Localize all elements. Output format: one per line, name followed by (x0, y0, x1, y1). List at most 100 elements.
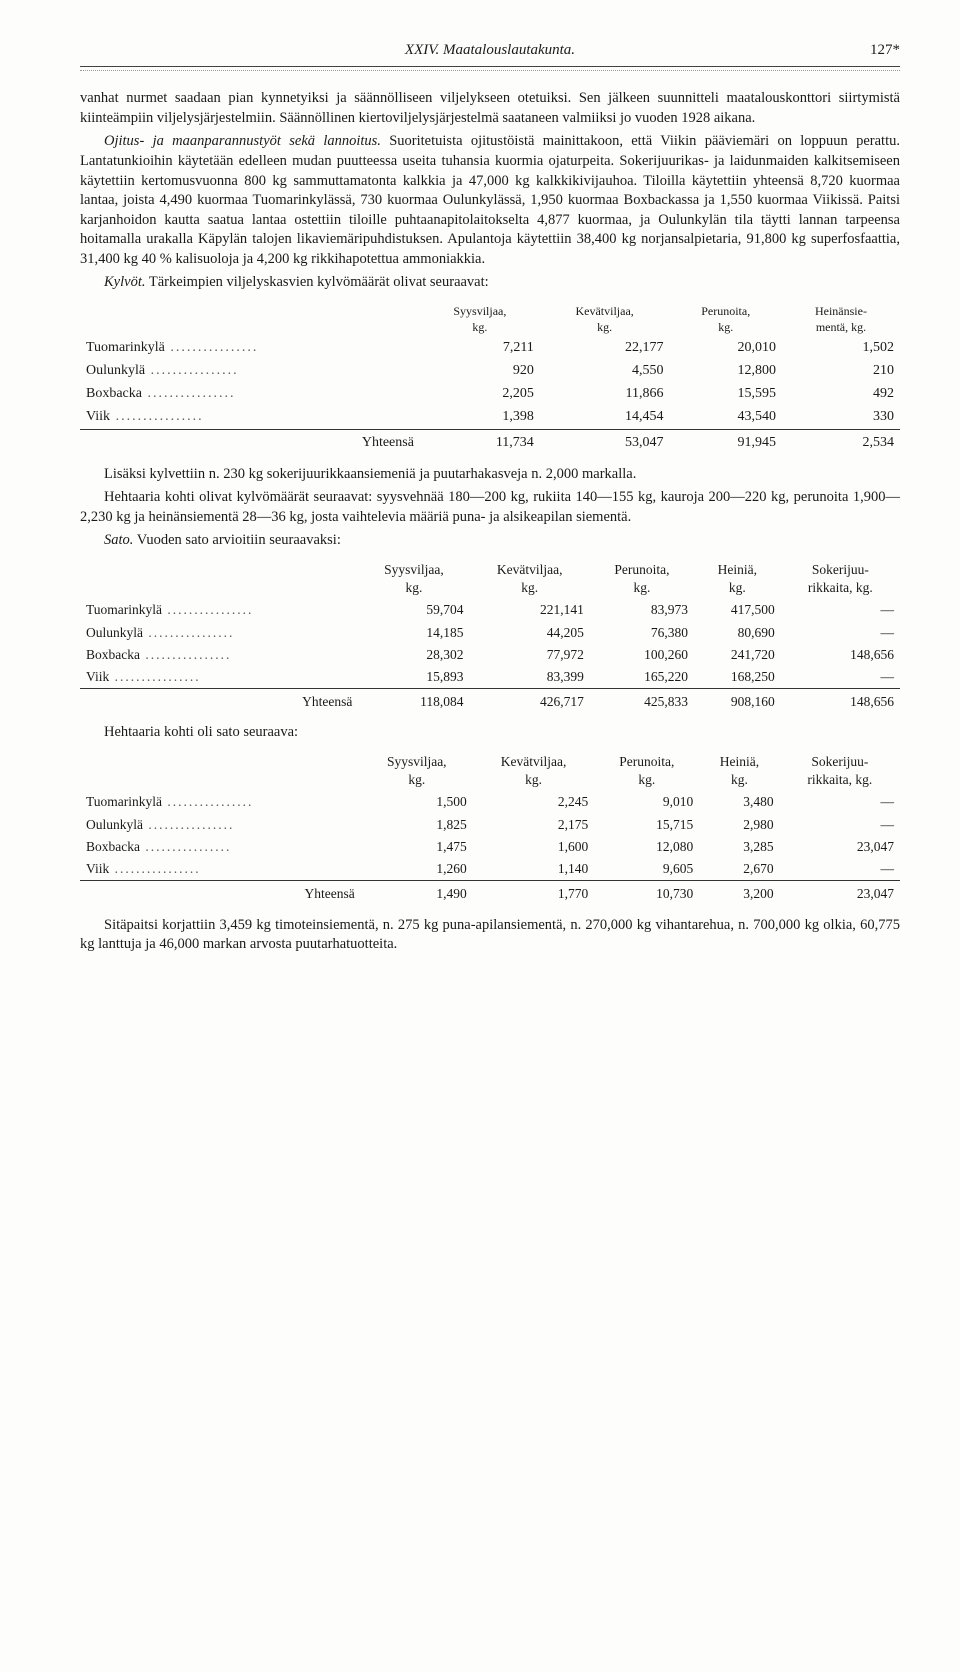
row-value: 210 (782, 360, 900, 383)
row-value: 7,211 (420, 337, 540, 360)
row-value: 14,454 (540, 406, 670, 429)
row-label: Oulunkylä (80, 622, 358, 644)
row-value: 920 (420, 360, 540, 383)
row-label: Boxbacka (80, 383, 420, 406)
table-kylvot: Syysviljaa, kg. Kevätviljaa, kg. Perunoi… (80, 301, 900, 455)
row-value: 20,010 (669, 337, 781, 360)
row-value: — (781, 599, 900, 621)
row-value: 1,825 (361, 814, 473, 836)
row-value: 9,605 (594, 858, 699, 881)
row-value: 22,177 (540, 337, 670, 360)
page-header: XXIV. Maatalouslautakunta. 127* (80, 40, 900, 60)
col-kevatviljaa: Kevätviljaa, kg. (540, 301, 670, 337)
table-row: Boxbacka28,30277,972100,260241,720148,65… (80, 644, 900, 666)
paragraph-2: Ojitus- ja maanparannustyöt sekä lannoit… (80, 132, 900, 269)
row-value: 168,250 (694, 666, 781, 689)
row-value: 77,972 (469, 644, 589, 666)
table-row: Oulunkylä9204,55012,800210 (80, 360, 900, 383)
row-value: 1,502 (782, 337, 900, 360)
row-value: 14,185 (358, 622, 469, 644)
col-perunoita: Perunoita, kg. (669, 301, 781, 337)
table-row: Oulunkylä1,8252,17515,7152,980— (80, 814, 900, 836)
row-value: — (780, 814, 900, 836)
col-heinia: Heiniä, kg. (694, 559, 781, 599)
row-value: 2,980 (699, 814, 779, 836)
row-value: 417,500 (694, 599, 781, 621)
row-value: 15,715 (594, 814, 699, 836)
paragraph-7: Hehtaaria kohti oli sato seuraava: (80, 723, 900, 743)
row-value: 11,866 (540, 383, 670, 406)
row-value: 221,141 (469, 599, 589, 621)
row-value: 2,245 (473, 791, 594, 813)
table-sato: Syysviljaa, kg. Kevätviljaa, kg. Perunoi… (80, 559, 900, 714)
col-sokerijuu: Sokerijuu- rikkaita, kg. (780, 751, 900, 791)
col-blank (80, 559, 358, 599)
row-value: 1,475 (361, 836, 473, 858)
paragraph-2-text: Suoritetuista ojitustöistä mainittakoon,… (80, 133, 900, 266)
row-value: 2,670 (699, 858, 779, 881)
table-total-row: Yhteensä 118,084 426,717 425,833 908,160… (80, 689, 900, 714)
row-value: 83,973 (590, 599, 694, 621)
row-label: Viik (80, 406, 420, 429)
table-row: Boxbacka1,4751,60012,0803,28523,047 (80, 836, 900, 858)
row-value: 9,010 (594, 791, 699, 813)
table-total-row: Yhteensä 1,490 1,770 10,730 3,200 23,047 (80, 881, 900, 906)
row-value: 1,140 (473, 858, 594, 881)
row-value: 2,205 (420, 383, 540, 406)
chapter-title: Maatalouslautakunta. (443, 42, 575, 58)
col-perunoita: Perunoita, kg. (590, 559, 694, 599)
table-row: Viik15,89383,399165,220168,250— (80, 666, 900, 689)
row-value: 330 (782, 406, 900, 429)
row-value: 80,690 (694, 622, 781, 644)
table-header-row: Syysviljaa, kg. Kevätviljaa, kg. Perunoi… (80, 559, 900, 599)
total-val: 10,730 (594, 881, 699, 906)
row-value: 100,260 (590, 644, 694, 666)
header-rule (80, 66, 900, 71)
row-value: 28,302 (358, 644, 469, 666)
table-row: Tuomarinkylä59,704221,14183,973417,500— (80, 599, 900, 621)
total-val: 2,534 (782, 429, 900, 454)
total-val: 53,047 (540, 429, 670, 454)
total-val: 148,656 (781, 689, 900, 714)
paragraph-3-text: Tärkeimpien viljelyskasvien kylvömäärät … (145, 274, 488, 290)
row-label: Boxbacka (80, 836, 361, 858)
row-value: 23,047 (780, 836, 900, 858)
row-value: — (780, 858, 900, 881)
paragraph-1: vanhat nurmet saadaan pian kynnetyiksi j… (80, 89, 900, 128)
row-label: Tuomarinkylä (80, 599, 358, 621)
row-label: Viik (80, 858, 361, 881)
paragraph-5: Hehtaaria kohti olivat kylvömäärät seura… (80, 488, 900, 527)
page-number: 127* (870, 40, 900, 60)
col-kevatviljaa: Kevätviljaa, kg. (469, 559, 589, 599)
table-header-row: Syysviljaa, kg. Kevätviljaa, kg. Perunoi… (80, 301, 900, 337)
table-hehtaari: Syysviljaa, kg. Kevätviljaa, kg. Perunoi… (80, 751, 900, 906)
row-label: Tuomarinkylä (80, 791, 361, 813)
row-value: 165,220 (590, 666, 694, 689)
total-val: 91,945 (669, 429, 781, 454)
total-val: 425,833 (590, 689, 694, 714)
row-value: 148,656 (781, 644, 900, 666)
table-row: Tuomarinkylä1,5002,2459,0103,480— (80, 791, 900, 813)
col-heinansie: Heinänsie- mentä, kg. (782, 301, 900, 337)
col-syysviljaa: Syysviljaa, kg. (420, 301, 540, 337)
row-value: — (780, 791, 900, 813)
col-blank (80, 301, 420, 337)
table-row: Tuomarinkylä7,21122,17720,0101,502 (80, 337, 900, 360)
row-value: 1,398 (420, 406, 540, 429)
row-label: Viik (80, 666, 358, 689)
section-label-kylvot: Kylvöt. (104, 274, 145, 290)
col-heinia: Heiniä, kg. (699, 751, 779, 791)
row-value: 1,500 (361, 791, 473, 813)
total-val: 1,770 (473, 881, 594, 906)
col-sokerijuu: Sokerijuu- rikkaita, kg. (781, 559, 900, 599)
row-value: 15,595 (669, 383, 781, 406)
row-label: Boxbacka (80, 644, 358, 666)
row-value: 12,800 (669, 360, 781, 383)
section-label-ojitus: Ojitus- ja maanparannustyöt sekä lannoit… (104, 133, 381, 149)
total-label: Yhteensä (80, 689, 358, 714)
row-value: 15,893 (358, 666, 469, 689)
col-syysviljaa: Syysviljaa, kg. (358, 559, 469, 599)
row-value: 3,285 (699, 836, 779, 858)
row-value: 83,399 (469, 666, 589, 689)
col-blank (80, 751, 361, 791)
